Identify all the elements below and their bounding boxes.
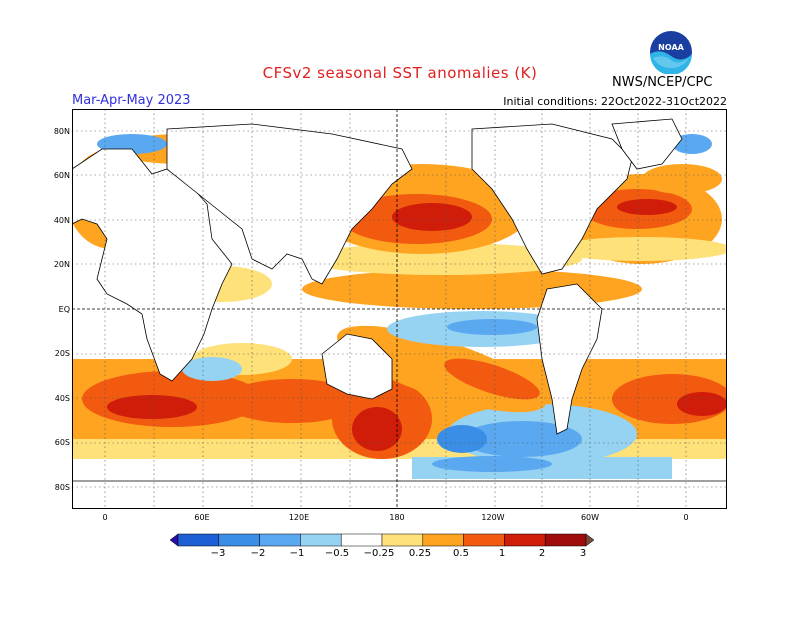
equator-dateline — [72, 109, 727, 509]
colorbar-label: −0.5 — [324, 548, 350, 559]
lat-label: 40N — [53, 216, 70, 225]
lon-label: 0 — [102, 513, 108, 522]
continents — [72, 118, 727, 509]
lon-label: 120E — [288, 513, 310, 522]
lat-label: 60N — [53, 171, 70, 180]
lat-label: 80S — [54, 483, 70, 492]
colorbar-swatch — [218, 533, 260, 547]
lon-label: 180 — [389, 513, 405, 522]
colorbar-swatch — [340, 533, 383, 547]
graticule — [72, 109, 727, 509]
colorbar — [170, 533, 595, 547]
colorbar-label: 1 — [498, 548, 506, 559]
lat-label: 80N — [53, 127, 70, 136]
colorbar-label: 0.5 — [453, 548, 469, 559]
season-label: Mar-Apr-May 2023 — [72, 93, 191, 108]
anomaly-field — [72, 134, 727, 479]
page-title: CFSv2 seasonal SST anomalies (K) — [262, 64, 538, 82]
sst-anomaly-map — [72, 109, 727, 509]
lon-label: 60W — [580, 513, 600, 522]
lon-label: 120W — [481, 513, 505, 522]
lat-label: 60S — [54, 438, 70, 447]
colorbar-swatch — [259, 533, 301, 547]
colorbar-arrow-low — [170, 533, 179, 547]
colorbar-label: 3 — [579, 548, 587, 559]
colorbar-swatch — [177, 533, 220, 547]
noaa-logo-text: NOAA — [658, 43, 684, 52]
lon-label: 0 — [683, 513, 689, 522]
colorbar-arrow-high — [585, 533, 595, 547]
lat-label: EQ — [58, 305, 70, 314]
colorbar-label: 0.25 — [408, 548, 432, 559]
colorbar-label: 2 — [538, 548, 546, 559]
colorbar-label: −0.25 — [363, 548, 395, 559]
colorbar-swatch — [544, 533, 587, 547]
lat-label: 20S — [54, 349, 70, 358]
colorbar-label: −2 — [250, 548, 266, 559]
colorbar-swatch — [381, 533, 424, 547]
colorbar-swatch — [463, 533, 505, 547]
agency-label: NWS/NCEP/CPC — [612, 75, 713, 90]
lat-label: 40S — [54, 394, 70, 403]
lon-label: 60E — [194, 513, 210, 522]
lat-label: 20N — [53, 260, 70, 269]
colorbar-label: −1 — [289, 548, 305, 559]
colorbar-swatch — [504, 533, 546, 547]
colorbar-swatch — [300, 533, 342, 547]
colorbar-label: −3 — [210, 548, 226, 559]
colorbar-swatch — [422, 533, 464, 547]
initial-conditions-label: Initial conditions: 22Oct2022-31Oct2022 — [503, 95, 727, 108]
map-frame — [72, 109, 727, 509]
noaa-logo-icon: NOAA — [650, 31, 692, 74]
